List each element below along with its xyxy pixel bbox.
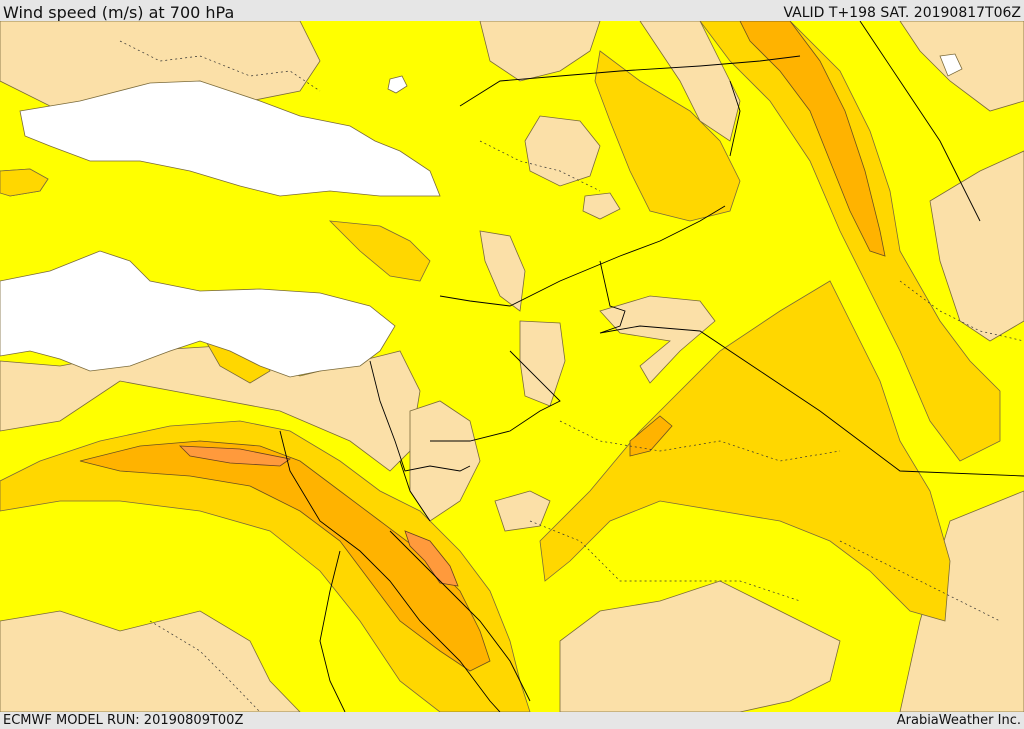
border-egypt-israel [369,360,471,472]
wind-speed-map[interactable] [0,21,1024,712]
moderate-region-levant-coast [328,220,431,282]
strong-region-saudi-spot [629,415,673,457]
strong-wind-regions [79,21,886,672]
border-turkey-syria [459,55,801,107]
province-line-4 [529,520,801,602]
calm-region-spot [494,490,551,532]
calm-region-gulf [929,150,1024,342]
province-line-1 [119,40,321,92]
sea-lake [387,75,408,94]
calm-region-syria [524,115,601,187]
moderate-wind-regions [0,21,1001,712]
province-line-2 [479,140,601,192]
stronger-region-egypt [178,445,291,467]
moderate-region-syria-desert [594,50,741,222]
province-line-3 [559,420,841,462]
calm-region-sudan [0,610,301,712]
sea-eastern-mediterranean [0,250,396,378]
map-canvas [0,21,1024,712]
strong-region-zagros [739,21,886,257]
province-line-7 [899,280,1024,342]
calm-wind-regions [0,21,1024,712]
border-iran-iraq [859,21,981,222]
calm-region-iraq [599,295,716,384]
footer-bar: ECMWF MODEL RUN: 20190809T00Z ArabiaWeat… [0,712,1024,729]
calm-region-rub-al-khali [559,580,841,712]
border-syria-jordan-iraq [439,205,726,307]
credit-text: ArabiaWeather Inc. [896,713,1021,728]
stronger-wind-regions [178,445,459,587]
moderate-region-red-sea [0,420,531,712]
moderate-region-zagros [699,21,1001,462]
moderate-region-saudi-east [539,280,951,622]
calm-region-north [479,21,601,82]
valid-time: VALID T+198 SAT. 20190817T06Z [783,5,1021,21]
sea-caspian-fragment [939,53,963,77]
border-aqaba [399,460,431,522]
header-bar: Wind speed (m/s) at 700 hPa VALID T+198 … [0,0,1024,22]
border-syria-iraq-north [729,80,741,157]
sea-areas [0,53,963,378]
stronger-region-red-sea-core [404,530,459,587]
border-iraq-saudi-kuwait [599,260,1024,477]
model-run: ECMWF MODEL RUN: 20190809T00Z [3,713,244,728]
map-title: Wind speed (m/s) at 700 hPa [3,3,235,22]
border-egypt-sudan [319,550,346,712]
province-borders [119,40,1024,712]
calm-region-jordan [479,230,526,312]
moderate-region-west-edge [0,168,49,197]
country-borders [279,21,1024,712]
strong-region-red-sea [79,440,491,672]
border-jordan-saudi [430,350,561,442]
calm-region-iran [899,21,1024,112]
border-red-sea-coast-west [279,430,501,712]
calm-region-small [582,192,621,220]
sea-aegean-cyprus [19,80,441,197]
calm-region-northeast [639,21,741,142]
border-red-sea-coast-east [389,530,531,702]
